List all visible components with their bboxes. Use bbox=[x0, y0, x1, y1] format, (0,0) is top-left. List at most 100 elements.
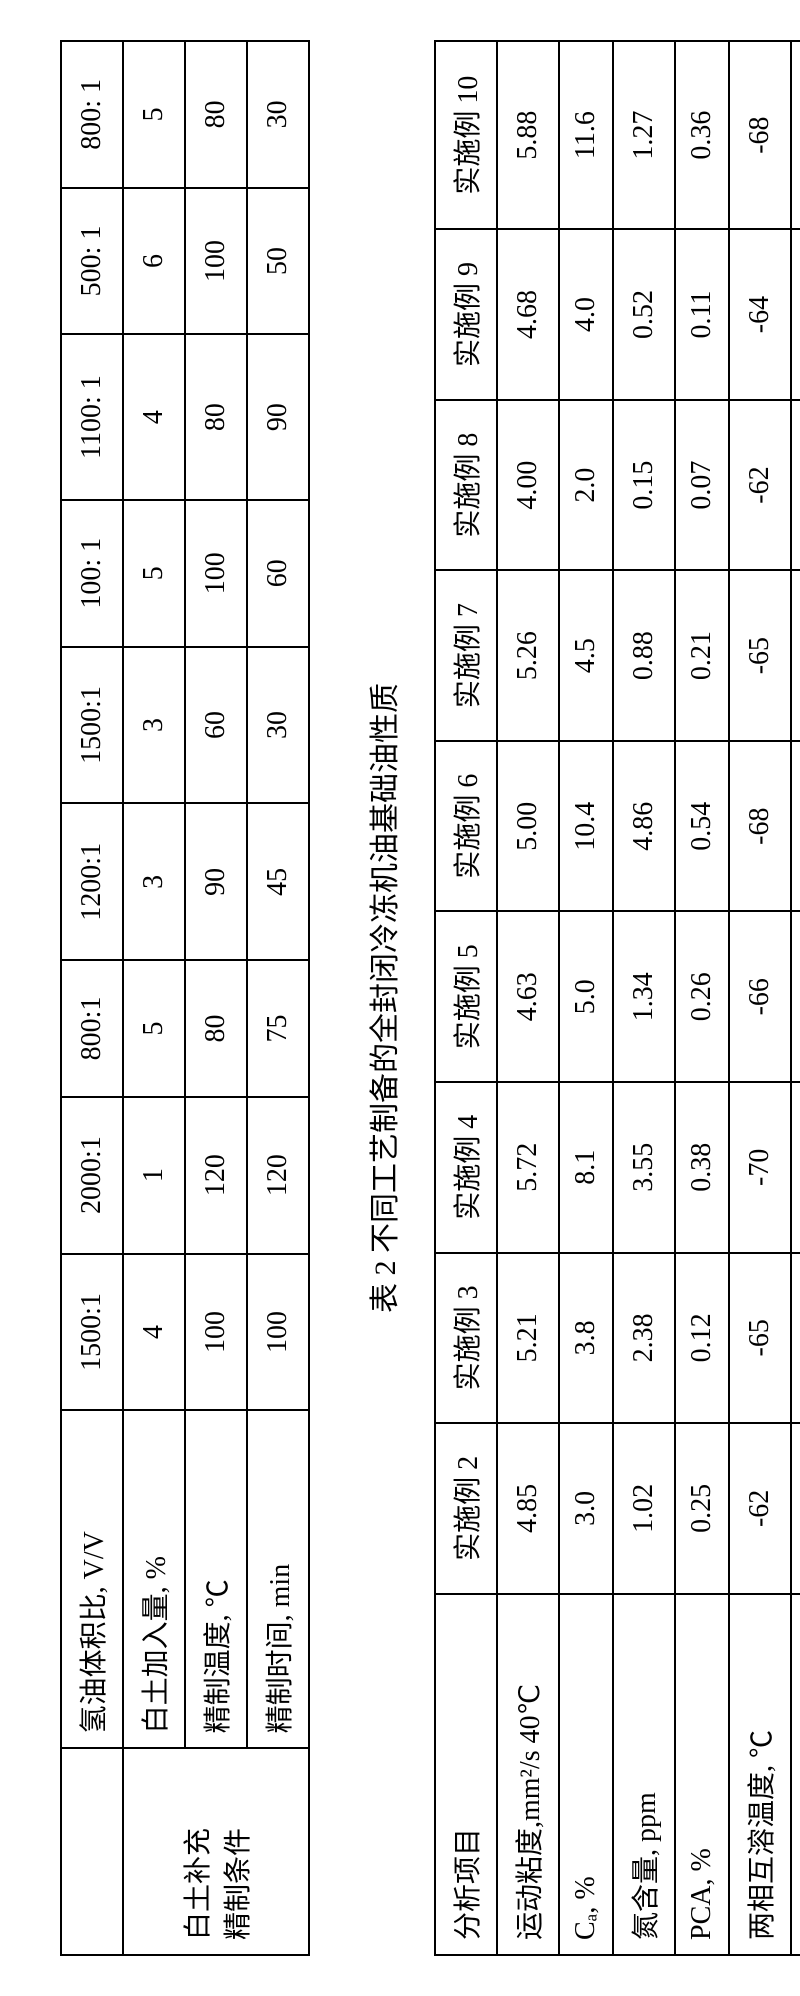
cell: 4.0 bbox=[559, 229, 613, 400]
cell: 0.54 bbox=[675, 741, 729, 912]
cell: 100: 1 bbox=[61, 500, 123, 647]
cell: 4.00 bbox=[497, 400, 559, 571]
cell: -64 bbox=[791, 229, 800, 400]
cell: 0.26 bbox=[675, 911, 729, 1082]
cell: 5 bbox=[123, 960, 185, 1096]
cell: 800: 1 bbox=[61, 41, 123, 188]
cell: 800:1 bbox=[61, 960, 123, 1096]
cell: 60 bbox=[247, 500, 309, 647]
cell: 1200:1 bbox=[61, 803, 123, 960]
row-label: 氮含量, ppm bbox=[613, 1594, 675, 1955]
cell: 3.8 bbox=[559, 1253, 613, 1424]
cell: 80 bbox=[185, 960, 247, 1096]
cell: 4 bbox=[123, 1254, 185, 1411]
row-label: 两相互溶温度, ℃ bbox=[729, 1594, 791, 1955]
row-label: 精制温度, ℃ bbox=[185, 1410, 247, 1748]
cell: 100 bbox=[247, 1254, 309, 1411]
col-header: 实施例 6 bbox=[435, 741, 497, 912]
group-label: 白土补充 精制条件 bbox=[123, 1748, 309, 1955]
row-label: 氢油体积比, V/V bbox=[61, 1410, 123, 1748]
cell: 80 bbox=[185, 334, 247, 500]
cell: 4.86 bbox=[613, 741, 675, 912]
cell: 1100: 1 bbox=[61, 334, 123, 500]
cell: -66 bbox=[729, 911, 791, 1082]
cell: 60 bbox=[185, 647, 247, 804]
cell: 50 bbox=[247, 188, 309, 335]
cell: 1.02 bbox=[613, 1423, 675, 1594]
table-row: 精制时间, min 100 120 75 45 30 60 90 50 30 bbox=[247, 41, 309, 1955]
cell: 0.21 bbox=[675, 570, 729, 741]
table-2-caption: 表 2 不同工艺制备的全封闭冷冻机油基础油性质 bbox=[360, 40, 404, 1956]
table-2: 分析项目 实施例 2 实施例 3 实施例 4 实施例 5 实施例 6 实施例 7… bbox=[434, 40, 800, 1956]
cell: 120 bbox=[247, 1097, 309, 1254]
cell: 75 bbox=[247, 960, 309, 1096]
cell: 5.0 bbox=[559, 911, 613, 1082]
table-row: 白土补充 精制条件 白土加入量, % 4 1 5 3 3 5 4 6 5 bbox=[123, 41, 185, 1955]
cell: -68 bbox=[729, 41, 791, 229]
cell: 10.4 bbox=[559, 741, 613, 912]
table-row: Cₐ, % 3.0 3.8 8.1 5.0 10.4 4.5 2.0 4.0 1… bbox=[559, 41, 613, 1955]
cell: 2.0 bbox=[559, 400, 613, 571]
cell: 0.38 bbox=[675, 1082, 729, 1253]
cell: -65 bbox=[729, 1253, 791, 1424]
col-header: 实施例 9 bbox=[435, 229, 497, 400]
cell: 0.15 bbox=[613, 400, 675, 571]
cell: -75 bbox=[791, 41, 800, 229]
cell: 2000:1 bbox=[61, 1097, 123, 1254]
cell: 90 bbox=[185, 803, 247, 960]
cell: 4.68 bbox=[497, 229, 559, 400]
cell: 3 bbox=[123, 803, 185, 960]
cell: 90 bbox=[247, 334, 309, 500]
col-header: 分析项目 bbox=[435, 1594, 497, 1955]
cell: 5.88 bbox=[497, 41, 559, 229]
cell: -62 bbox=[791, 741, 800, 912]
cell: -62 bbox=[729, 1423, 791, 1594]
cell: 5 bbox=[123, 500, 185, 647]
cell: 1500:1 bbox=[61, 647, 123, 804]
cell: 4 bbox=[123, 334, 185, 500]
cell: 30 bbox=[247, 41, 309, 188]
cell: 5.72 bbox=[497, 1082, 559, 1253]
row-label: Cₐ, % bbox=[559, 1594, 613, 1955]
cell: 6 bbox=[123, 188, 185, 335]
col-header: 实施例 10 bbox=[435, 41, 497, 229]
table-header-row: 分析项目 实施例 2 实施例 3 实施例 4 实施例 5 实施例 6 实施例 7… bbox=[435, 41, 497, 1955]
cell: -64 bbox=[729, 229, 791, 400]
cell: -70 bbox=[791, 400, 800, 571]
table-row: 精制温度, ℃ 100 120 80 90 60 100 80 100 80 bbox=[185, 41, 247, 1955]
cell: -65 bbox=[791, 1423, 800, 1594]
cell: 5.21 bbox=[497, 1253, 559, 1424]
cell: 500: 1 bbox=[61, 188, 123, 335]
cell: -70 bbox=[729, 1082, 791, 1253]
cell: -68 bbox=[729, 741, 791, 912]
cell: 30 bbox=[247, 647, 309, 804]
cell: 1.34 bbox=[613, 911, 675, 1082]
col-header: 实施例 2 bbox=[435, 1423, 497, 1594]
col-header: 实施例 5 bbox=[435, 911, 497, 1082]
cell-blank bbox=[61, 1748, 123, 1955]
table-row: 絮凝点, ℃ -65 -61 -68 -66 -62 -63 -70 -64 -… bbox=[791, 41, 800, 1955]
table-row: 运动粘度,mm²/s 40℃ 4.85 5.21 5.72 4.63 5.00 … bbox=[497, 41, 559, 1955]
cell: 0.88 bbox=[613, 570, 675, 741]
table-1: 氢油体积比, V/V 1500:1 2000:1 800:1 1200:1 15… bbox=[60, 40, 310, 1956]
cell: -66 bbox=[791, 911, 800, 1082]
row-label: PCA, % bbox=[675, 1594, 729, 1955]
cell: 8.1 bbox=[559, 1082, 613, 1253]
cell: 11.6 bbox=[559, 41, 613, 229]
cell: 100 bbox=[185, 500, 247, 647]
cell: 80 bbox=[185, 41, 247, 188]
cell: -63 bbox=[791, 570, 800, 741]
cell: 0.07 bbox=[675, 400, 729, 571]
cell: 120 bbox=[185, 1097, 247, 1254]
cell: 4.5 bbox=[559, 570, 613, 741]
cell: 0.11 bbox=[675, 229, 729, 400]
cell: -68 bbox=[791, 1082, 800, 1253]
cell: 4.63 bbox=[497, 911, 559, 1082]
cell: 4.85 bbox=[497, 1423, 559, 1594]
col-header: 实施例 7 bbox=[435, 570, 497, 741]
cell: 5 bbox=[123, 41, 185, 188]
cell: 1 bbox=[123, 1097, 185, 1254]
cell: 100 bbox=[185, 188, 247, 335]
row-label: 精制时间, min bbox=[247, 1410, 309, 1748]
cell: 3 bbox=[123, 647, 185, 804]
